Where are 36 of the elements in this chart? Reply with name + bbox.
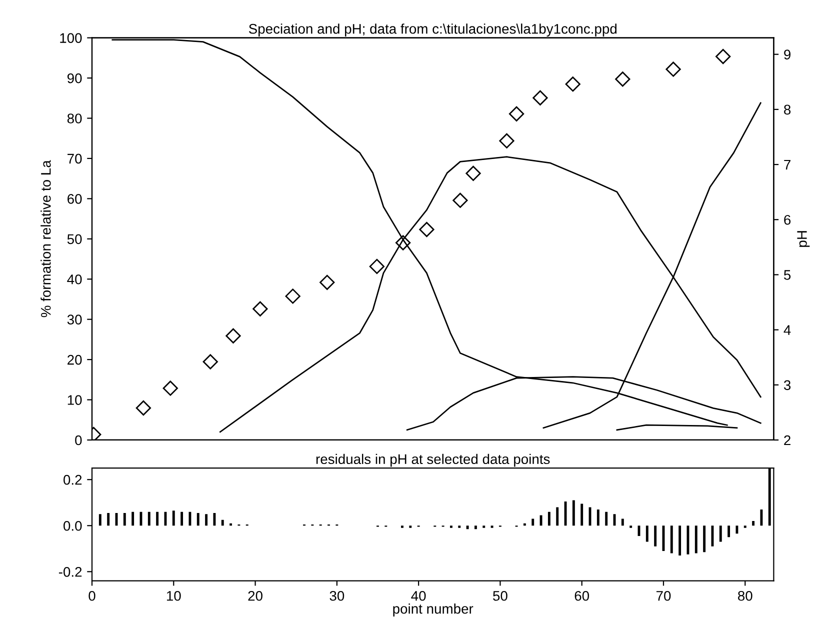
y-tick-label: 80 [67,114,82,124]
x-tick-label: 20 [248,590,262,601]
y-tick-label: 40 [67,274,82,284]
y2-tick-label: 2 [784,435,790,446]
y-tick-label: 60 [68,194,82,204]
y-tick-label: 20 [68,354,82,365]
y2-tick-label: 6 [784,214,791,225]
y2-tick-label: 8 [784,104,791,115]
y-tick-label: 0 [75,435,82,446]
x-tick-label: 80 [738,590,752,601]
x-tick-label: 50 [493,590,508,601]
y2-tick-label: 3 [784,380,791,390]
y2-tick-label: 5 [784,270,791,280]
y-tick-label: 0.2 [64,474,82,485]
x-tick-label: 40 [411,590,426,601]
x-tick-label: 10 [166,590,181,601]
y2-axis-title: pH [797,231,810,247]
x-tick-label: 30 [330,590,344,601]
y-tick-label: 50 [67,234,82,244]
y-tick-label: 10 [68,395,82,405]
y-tick-label: 70 [68,154,82,164]
chart-title: residuals in pH at selected data points [316,454,550,467]
y-tick-label: -0.2 [58,566,82,577]
y2-tick-label: 7 [784,160,790,170]
x-tick-label: 70 [656,590,671,601]
y-axis-title: % formation relative to La [40,160,51,318]
y2-tick-label: 9 [784,50,790,60]
y-tick-label: 100 [60,33,82,43]
x-axis-title: point number [393,604,474,616]
y-tick-label: 0.0 [64,520,82,531]
y-tick-label: 90 [67,73,82,84]
x-tick-label: 0 [88,590,96,601]
chart-title: Speciation and pH; data from c:\titulaciones\la1by1conc.ppd [248,24,616,37]
x-tick-label: 60 [574,590,590,601]
y2-tick-label: 4 [784,325,791,335]
y-tick-label: 30 [67,314,82,325]
